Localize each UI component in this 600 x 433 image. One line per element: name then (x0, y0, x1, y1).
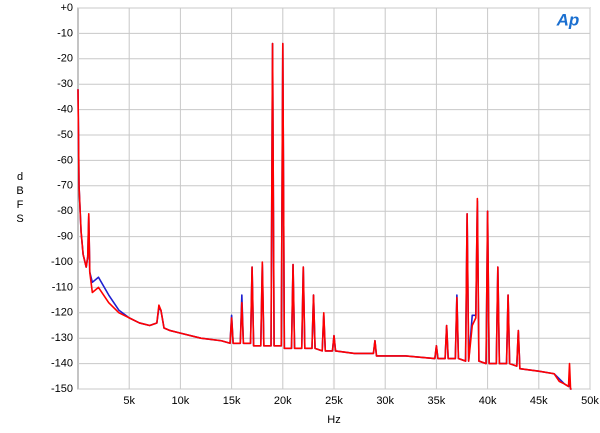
series-line (77, 42, 572, 390)
x-tick-label: 35k (428, 395, 446, 407)
logo: Ap (556, 10, 580, 29)
x-tick-label: 10k (172, 395, 190, 407)
y-tick-label: -140 (51, 358, 73, 370)
y-tick-label: -20 (57, 53, 73, 65)
y-tick-label: -40 (57, 104, 73, 116)
y-tick-label: -80 (57, 205, 73, 217)
x-tick-label: 25k (325, 395, 343, 407)
y-tick-label: -10 (57, 27, 73, 39)
x-tick-label: 50k (581, 395, 599, 407)
y-tick-label: -100 (51, 256, 73, 268)
y-tick-label: -70 (57, 180, 73, 192)
y-tick-label: +0 (60, 2, 73, 14)
x-tick-label: 45k (530, 395, 548, 407)
x-tick-label: 5k (123, 395, 135, 407)
y-tick-label: -90 (57, 231, 73, 243)
y-axis-label: dBFS (16, 171, 24, 225)
y-tick-label: -50 (57, 129, 73, 141)
y-tick-label: -120 (51, 307, 73, 319)
x-tick-label: 40k (479, 395, 497, 407)
y-tick-label: -60 (57, 154, 73, 166)
y-tick-label: -130 (51, 332, 73, 344)
x-axis-label: Hz (327, 414, 340, 426)
y-tick-label: -150 (51, 383, 73, 395)
x-tick-label: 15k (223, 395, 241, 407)
x-tick-label: 30k (376, 395, 394, 407)
y-tick-label: -30 (57, 78, 73, 90)
y-tick-label: -110 (52, 281, 73, 293)
x-tick-label: 20k (274, 395, 292, 407)
